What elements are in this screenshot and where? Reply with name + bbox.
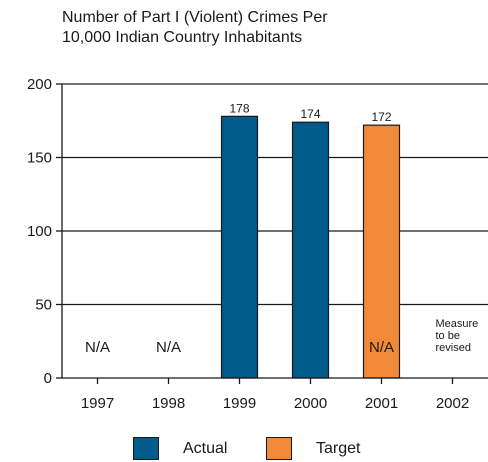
x-tick-label: 1997 [81,395,114,412]
annotation-text: revised [436,342,471,354]
x-tick-label: 1999 [223,395,256,412]
y-tick-label: 50 [35,297,52,314]
legend-swatch-target [266,437,292,460]
x-tick-label: 2000 [294,395,327,412]
data-label: 172 [371,110,391,124]
x-tick-label: 2001 [365,395,398,412]
legend-label-target: Target [316,439,361,457]
x-tick-label: 1998 [152,395,185,412]
y-tick-label: 200 [27,76,52,93]
na-label: N/A [369,339,394,356]
legend: Actual Target [0,437,488,461]
legend-label-actual: Actual [183,439,228,457]
legend-item-target: Target [266,437,360,460]
chart-title-line-2: 10,000 Indian Country Inhabitants [62,29,303,46]
bar-actual [220,115,259,379]
legend-swatch-actual [133,437,159,460]
y-tick-label: 150 [27,150,52,167]
annotation-text: to be [436,330,460,342]
bar-actual [291,121,330,379]
data-label: 174 [300,107,320,121]
annotation-text: Measure [436,318,479,330]
y-tick-label: 100 [27,223,52,240]
x-tick-label: 2002 [436,395,469,412]
y-tick-label: 0 [44,370,52,387]
data-label: 178 [229,101,249,115]
chart-title: Number of Part I (Violent) Crimes Per 10… [62,8,328,48]
na-label: N/A [85,339,110,356]
chart-title-line-1: Number of Part I (Violent) Crimes Per [62,9,328,26]
legend-item-actual: Actual [133,437,227,460]
na-label: N/A [156,339,181,356]
